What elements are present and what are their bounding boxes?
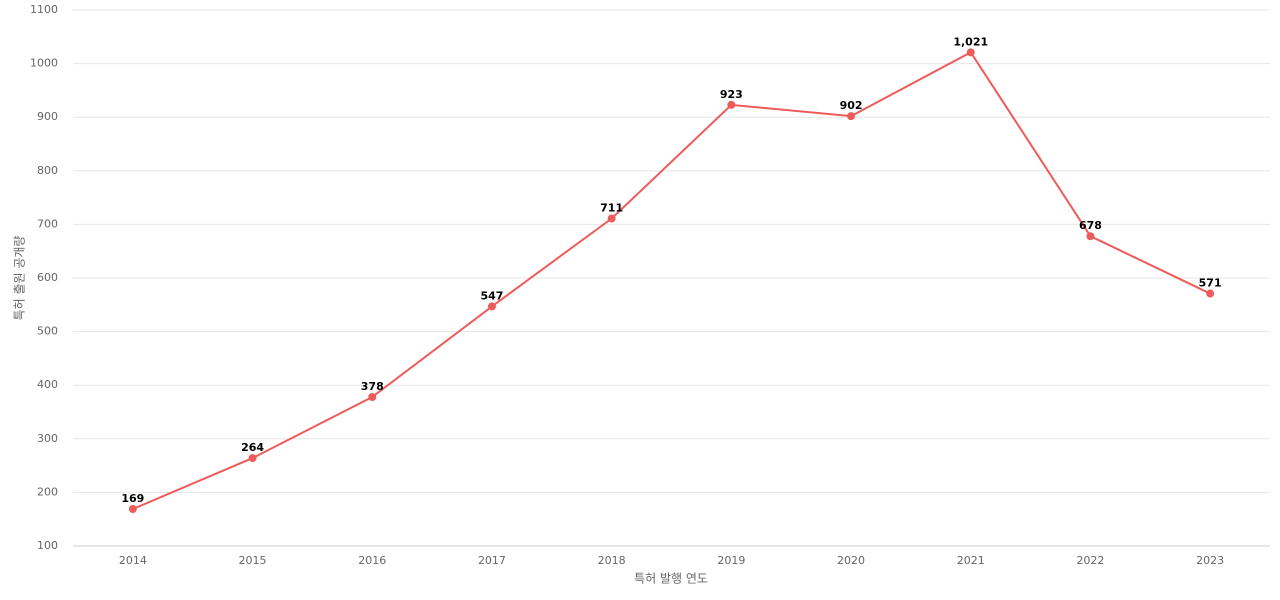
line: [132, 51, 1211, 510]
point: [966, 48, 975, 57]
x-tick-label: 2023: [1196, 554, 1224, 567]
point: [607, 214, 616, 223]
y-tick-label: 1000: [30, 57, 58, 70]
data-label: 547: [480, 289, 503, 302]
point: [1086, 232, 1095, 241]
data-label: 571: [1199, 277, 1222, 290]
x-tick-label: 2016: [358, 554, 386, 567]
data-label: 902: [840, 99, 863, 112]
data-label: 711: [600, 202, 623, 215]
y-tick-label: 1100: [30, 3, 58, 16]
x-tick-label: 2022: [1076, 554, 1104, 567]
x-tick-label: 2020: [837, 554, 865, 567]
x-tick-label: 2015: [239, 554, 267, 567]
y-tick-label: 300: [37, 432, 58, 445]
y-tick-label: 400: [37, 378, 58, 391]
y-axis-label: 특허 출원 공개량: [13, 236, 27, 321]
x-axis-label: 특허 발행 연도: [634, 571, 708, 586]
point: [128, 505, 137, 514]
point: [727, 100, 736, 109]
data-label: 678: [1079, 219, 1102, 232]
x-tick-label: 2017: [478, 554, 506, 567]
y-tick-label: 100: [37, 539, 58, 552]
y-tick-label: 200: [37, 485, 58, 498]
x-tick-label: 2018: [598, 554, 626, 567]
point: [487, 302, 496, 311]
data-label: 378: [361, 380, 384, 393]
y-tick-label: 600: [37, 271, 58, 284]
point: [248, 454, 257, 463]
y-tick-label: 900: [37, 110, 58, 123]
data-label: 169: [121, 492, 144, 505]
x-tick-label: 2019: [717, 554, 745, 567]
y-tick-label: 800: [37, 164, 58, 177]
point: [847, 112, 856, 121]
y-tick-label: 700: [37, 217, 58, 230]
point: [1206, 289, 1215, 298]
y-tick-label: 500: [37, 325, 58, 338]
data-label: 923: [720, 88, 743, 101]
point: [368, 392, 377, 401]
x-tick-label: 2014: [119, 554, 147, 567]
data-label: 1,021: [953, 35, 988, 48]
x-tick-label: 2021: [957, 554, 985, 567]
data-label: 264: [241, 441, 264, 454]
